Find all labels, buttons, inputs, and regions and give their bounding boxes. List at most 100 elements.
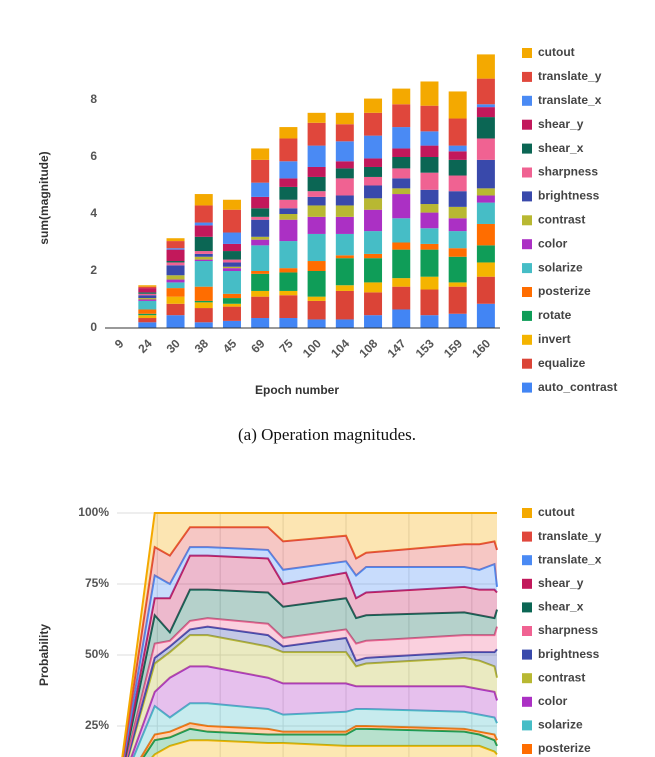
y-tick-label: 2: [90, 263, 97, 277]
legend-swatch: [522, 358, 532, 369]
bar-segment: [222, 262, 241, 267]
bar-segment: [194, 222, 213, 226]
bar-segment: [476, 54, 495, 79]
x-tick-label: 160: [469, 336, 493, 360]
bar-segment: [279, 178, 298, 187]
bar-segment: [307, 176, 326, 192]
bar-segment: [251, 216, 270, 220]
x-axis-title: Epoch number: [255, 383, 339, 397]
area-fill: [123, 527, 497, 757]
x-tick-label: 75: [276, 336, 296, 356]
bar-segment: [166, 262, 185, 266]
bar-segment: [392, 286, 411, 310]
legend-swatch: [522, 167, 532, 178]
bar-segment: [166, 288, 185, 297]
legend-label: translate_y: [538, 529, 602, 543]
bar-segment: [251, 208, 270, 217]
area-fill: [122, 513, 497, 757]
bar-segment: [364, 253, 383, 259]
area-fill: [141, 723, 497, 757]
legend-swatch: [522, 334, 532, 345]
area-fill: [125, 589, 497, 757]
legend-swatch: [522, 215, 532, 226]
bar-segment: [138, 288, 157, 293]
bar-segment: [476, 202, 495, 224]
legend-label: equalize: [538, 356, 586, 370]
bar-segment: [251, 296, 270, 319]
bar-segment: [364, 112, 383, 136]
bar-segment: [194, 194, 213, 206]
legend-swatch: [522, 555, 532, 566]
legend-label: solarize: [538, 718, 583, 732]
bar-segment: [307, 233, 326, 262]
legend-swatch: [522, 626, 532, 636]
bar-segment: [138, 285, 157, 287]
bar-segment: [364, 185, 383, 199]
bar-segment: [194, 308, 213, 323]
legend-label: posterize: [538, 741, 591, 755]
area-fill: [152, 740, 497, 757]
bar-segment: [279, 138, 298, 162]
bar-segment: [420, 315, 439, 328]
legend-swatch: [522, 531, 532, 542]
bar-segment: [166, 261, 185, 263]
bar-segment: [222, 320, 241, 328]
bar-segment: [364, 315, 383, 328]
bar-segment: [194, 322, 213, 328]
bar-segment: [166, 249, 185, 262]
bar-segment: [392, 157, 411, 169]
legend-label: rotate: [538, 308, 572, 322]
bar-segment: [194, 286, 213, 301]
bar-segment: [307, 261, 326, 271]
bar-segment: [279, 219, 298, 242]
bar-segment: [194, 225, 213, 237]
bar-segment: [392, 188, 411, 195]
bar-segment: [392, 178, 411, 189]
legend-swatch: [522, 744, 532, 754]
bar-segment: [420, 276, 439, 290]
bar-segment: [222, 199, 241, 210]
bar-segment: [448, 313, 467, 328]
area-fill: [128, 635, 497, 757]
legend-label: posterize: [538, 284, 591, 298]
bar-segment: [138, 286, 157, 289]
legend-swatch: [522, 508, 532, 518]
legend-swatch: [522, 696, 532, 707]
bar-segment: [420, 212, 439, 229]
bar-segment: [448, 151, 467, 160]
bar-segment: [392, 88, 411, 105]
bar-segment: [251, 182, 270, 197]
bar-segment: [166, 241, 185, 249]
bar-segment: [222, 243, 241, 252]
legend-label: cutout: [538, 505, 575, 519]
y-tick-label: 75%: [85, 576, 109, 590]
y-tick-label: 100%: [78, 505, 109, 519]
y-tick-label: 4: [90, 206, 97, 220]
legend-swatch: [522, 71, 532, 82]
bar-segment: [476, 262, 495, 277]
bar-segment: [420, 204, 439, 213]
bar-segment: [335, 168, 354, 179]
bar-segment: [307, 122, 326, 146]
legend-label: shear_x: [538, 141, 584, 155]
bar-segment: [138, 315, 157, 319]
legend-swatch: [522, 48, 532, 58]
bar-segment: [138, 299, 157, 301]
bar-segment: [476, 138, 495, 160]
bar-segment: [448, 231, 467, 249]
bar-segment: [392, 104, 411, 128]
bar-segment: [279, 214, 298, 220]
bar-segment: [279, 199, 298, 209]
legend-label: shear_x: [538, 600, 584, 614]
legend-swatch: [522, 649, 532, 660]
x-tick-label: 147: [385, 336, 409, 360]
bar-segment: [222, 232, 241, 244]
bar-segment: [335, 112, 354, 125]
area-line: [126, 625, 498, 757]
bar-segment: [279, 272, 298, 291]
bar-segment: [307, 205, 326, 217]
bar-segment: [335, 255, 354, 259]
legend-label: cutout: [538, 45, 575, 59]
bar-segment: [335, 178, 354, 196]
area-line: [123, 554, 498, 757]
